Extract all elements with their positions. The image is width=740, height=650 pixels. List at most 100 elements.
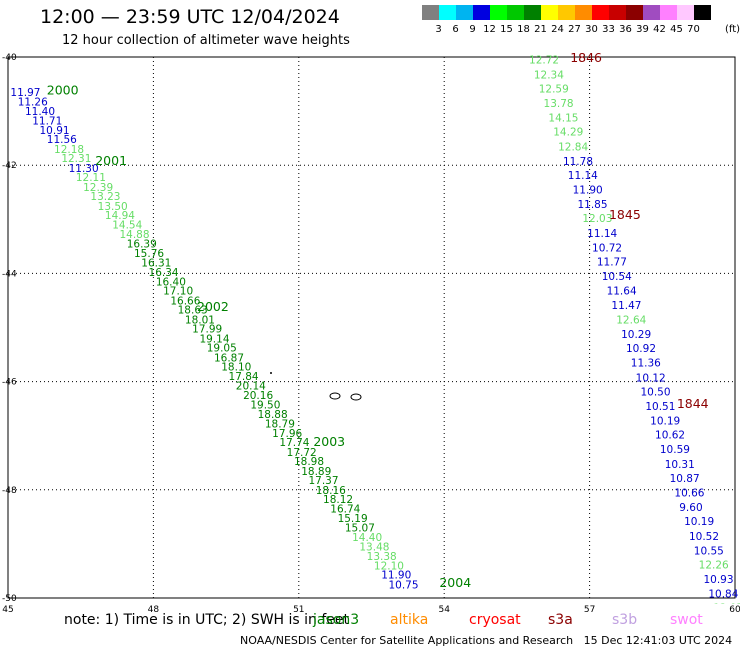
note-text: note: 1) Time is in UTC; 2) SWH is in fe… bbox=[64, 612, 350, 628]
swh-label: 12.59 bbox=[539, 83, 569, 95]
legend-value: 12 bbox=[483, 24, 496, 35]
legend-unit: (ft) bbox=[725, 24, 740, 35]
legend-value: 9 bbox=[469, 24, 476, 35]
map-frame bbox=[7, 56, 736, 599]
swh-label: 16.40 bbox=[156, 277, 186, 289]
swh-label: 10.93 bbox=[703, 574, 733, 586]
swh-label: 12.26 bbox=[699, 559, 729, 571]
swh-label: 15.76 bbox=[134, 248, 164, 260]
swh-label: 12.64 bbox=[616, 314, 646, 326]
legend-swatch bbox=[524, 5, 541, 20]
island-shape bbox=[329, 392, 341, 400]
swh-label: 16.31 bbox=[141, 258, 171, 270]
swh-label: 18.10 bbox=[221, 361, 251, 373]
legend-swatch bbox=[456, 5, 473, 20]
satellite-s3b: s3b bbox=[612, 612, 638, 628]
swh-label: 12.72 bbox=[529, 55, 559, 67]
swh-label: 16.66 bbox=[170, 295, 200, 307]
legend-value: 70 bbox=[687, 24, 700, 35]
legend-swatch bbox=[575, 5, 592, 20]
time-label: 2004 bbox=[439, 575, 471, 590]
swh-label: 11.64 bbox=[607, 286, 637, 298]
swh-label: 10.19 bbox=[684, 516, 714, 528]
swh-label: 11.77 bbox=[597, 256, 627, 268]
swh-label: 14.94 bbox=[105, 210, 135, 222]
swh-label: 11.71 bbox=[32, 115, 62, 127]
swh-label: 17.72 bbox=[287, 447, 317, 459]
lat-label: -44 bbox=[2, 269, 17, 279]
island-shape bbox=[350, 393, 362, 401]
swh-label: 14.15 bbox=[548, 113, 578, 125]
swh-label: 9.60 bbox=[679, 502, 702, 514]
swh-label: 11.36 bbox=[631, 358, 661, 370]
swh-label: 10.31 bbox=[665, 459, 695, 471]
swh-label: 14.88 bbox=[119, 229, 149, 241]
satellite-jason3: jason3 bbox=[313, 612, 360, 628]
lat-label: -40 bbox=[2, 53, 17, 63]
legend-swatch bbox=[694, 5, 711, 20]
swh-label: 18.16 bbox=[316, 485, 346, 497]
swh-label: 19.14 bbox=[199, 333, 229, 345]
legend-value: 21 bbox=[534, 24, 547, 35]
swh-label: 18.63 bbox=[178, 305, 208, 317]
legend-swatch bbox=[422, 5, 439, 20]
swh-label: 18.98 bbox=[294, 456, 324, 468]
lat-label: -46 bbox=[2, 378, 17, 388]
legend-swatch bbox=[592, 5, 609, 20]
legend-swatch bbox=[677, 5, 694, 20]
footer-note: note: 1) Time is in UTC; 2) SWH is in fe… bbox=[64, 612, 349, 628]
swh-label: 10.66 bbox=[674, 488, 704, 500]
lat-label: -50 bbox=[2, 594, 17, 604]
legend-value: 27 bbox=[568, 24, 581, 35]
satellite-swot: swot bbox=[670, 612, 703, 628]
swh-label: 10.19 bbox=[650, 416, 680, 428]
swh-label: 19.50 bbox=[250, 399, 280, 411]
swh-label: 11.14 bbox=[587, 228, 617, 240]
legend-value: 42 bbox=[653, 24, 666, 35]
lat-label: -42 bbox=[2, 161, 17, 171]
legend-value: 36 bbox=[619, 24, 632, 35]
swh-label: 18.12 bbox=[323, 494, 353, 506]
swh-label: 11.90 bbox=[573, 185, 603, 197]
swh-label: 11.90 bbox=[381, 570, 411, 582]
swh-label: 18.01 bbox=[185, 314, 215, 326]
time-label: 1846 bbox=[570, 50, 602, 65]
swh-label: 17.10 bbox=[163, 286, 193, 298]
swh-label: 12.39 bbox=[83, 182, 113, 194]
swh-label: 10.12 bbox=[636, 372, 666, 384]
swh-label: 14.29 bbox=[553, 127, 583, 139]
swh-label: 10.72 bbox=[592, 242, 622, 254]
swh-label: 10.84 bbox=[708, 589, 738, 601]
timestamp: 15 Dec 12:41:03 UTC 2024 bbox=[583, 634, 733, 647]
lat-label: -48 bbox=[2, 486, 17, 496]
legend-swatch bbox=[439, 5, 456, 20]
credit-line: NOAA/NESDIS Center for Satellite Applica… bbox=[240, 634, 732, 647]
legend-value: 24 bbox=[551, 24, 564, 35]
swh-label: 12.34 bbox=[534, 69, 564, 81]
time-label: 2000 bbox=[47, 82, 79, 97]
swh-label: 11.78 bbox=[563, 156, 593, 168]
time-label: 2003 bbox=[313, 434, 345, 449]
swh-label: 14.54 bbox=[112, 220, 142, 232]
legend-value: 39 bbox=[636, 24, 649, 35]
swh-label: 13.50 bbox=[98, 201, 128, 213]
lon-label: 48 bbox=[148, 605, 160, 615]
swh-label: 10.50 bbox=[640, 386, 670, 398]
satellite-altika: altika bbox=[390, 612, 429, 628]
swh-label: 10.59 bbox=[660, 444, 690, 456]
swh-label: 13.78 bbox=[544, 98, 574, 110]
swh-label: 10.98 bbox=[718, 617, 740, 629]
swh-label: 12.31 bbox=[61, 153, 91, 165]
island-shape bbox=[270, 372, 272, 374]
legend-value: 3 bbox=[435, 24, 442, 35]
swh-label: 10.51 bbox=[645, 401, 675, 413]
swh-label: 10.87 bbox=[670, 473, 700, 485]
legend-value: 15 bbox=[500, 24, 513, 35]
swh-label: 10.29 bbox=[621, 329, 651, 341]
swh-label: 12.11 bbox=[76, 172, 106, 184]
swh-label: 12.07 bbox=[713, 603, 740, 615]
swh-label: 11.47 bbox=[611, 300, 641, 312]
swh-label: 11.14 bbox=[568, 170, 598, 182]
satellite-s3a: s3a bbox=[548, 612, 573, 628]
